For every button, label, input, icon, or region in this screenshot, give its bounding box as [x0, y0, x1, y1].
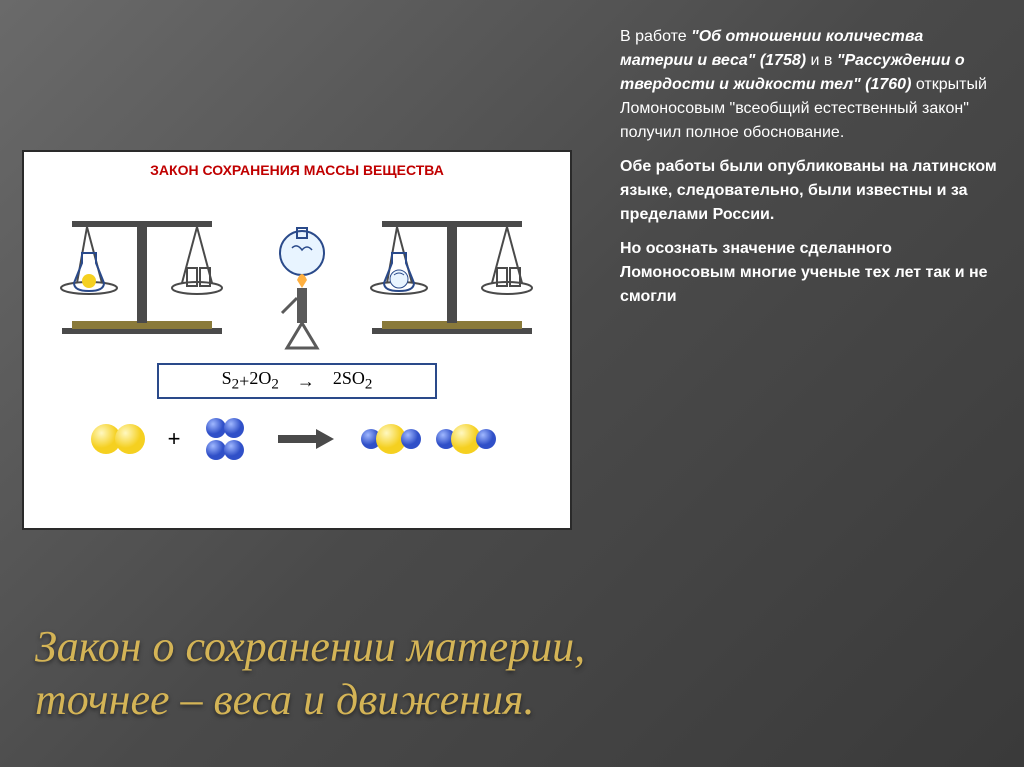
atoms-2o2 — [200, 414, 256, 464]
eq-arrow: → — [297, 371, 315, 392]
atoms-2so2 — [356, 419, 506, 459]
diagram-panel: ЗАКОН СОХРАНЕНИЯ МАССЫ ВЕЩЕСТВА — [22, 150, 572, 530]
paragraph-2: Обе работы были опубликованы на латинско… — [620, 155, 1000, 227]
atoms-s2 — [88, 419, 148, 459]
atoms-arrow — [276, 427, 336, 451]
burner-center — [267, 218, 327, 348]
paragraph-3: Но осознать значение сделанного Ломоносо… — [620, 237, 1000, 309]
title-line-2: точнее – веса и движения. — [35, 674, 585, 727]
balance-left — [52, 183, 232, 348]
text-block: В работе "Об отношении количества матери… — [620, 25, 1000, 319]
title-line-1: Закон о сохранении материи, — [35, 621, 585, 674]
eq-plus: + — [239, 371, 249, 392]
equation-box: S2 + 2O2 → 2SO2 — [157, 363, 437, 399]
main-title: Закон о сохранении материи, точнее – вес… — [35, 621, 585, 727]
balance-right — [362, 183, 542, 348]
eq-o2: 2O2 — [249, 368, 279, 394]
paragraph-1: В работе "Об отношении количества матери… — [620, 25, 1000, 145]
atoms-plus: + — [168, 426, 181, 452]
diagram-title: ЗАКОН СОХРАНЕНИЯ МАССЫ ВЕЩЕСТВА — [24, 162, 570, 178]
eq-s: S2 — [222, 368, 240, 394]
balance-row — [24, 178, 570, 348]
eq-so2: 2SO2 — [333, 368, 373, 394]
atoms-row: + — [24, 414, 570, 464]
